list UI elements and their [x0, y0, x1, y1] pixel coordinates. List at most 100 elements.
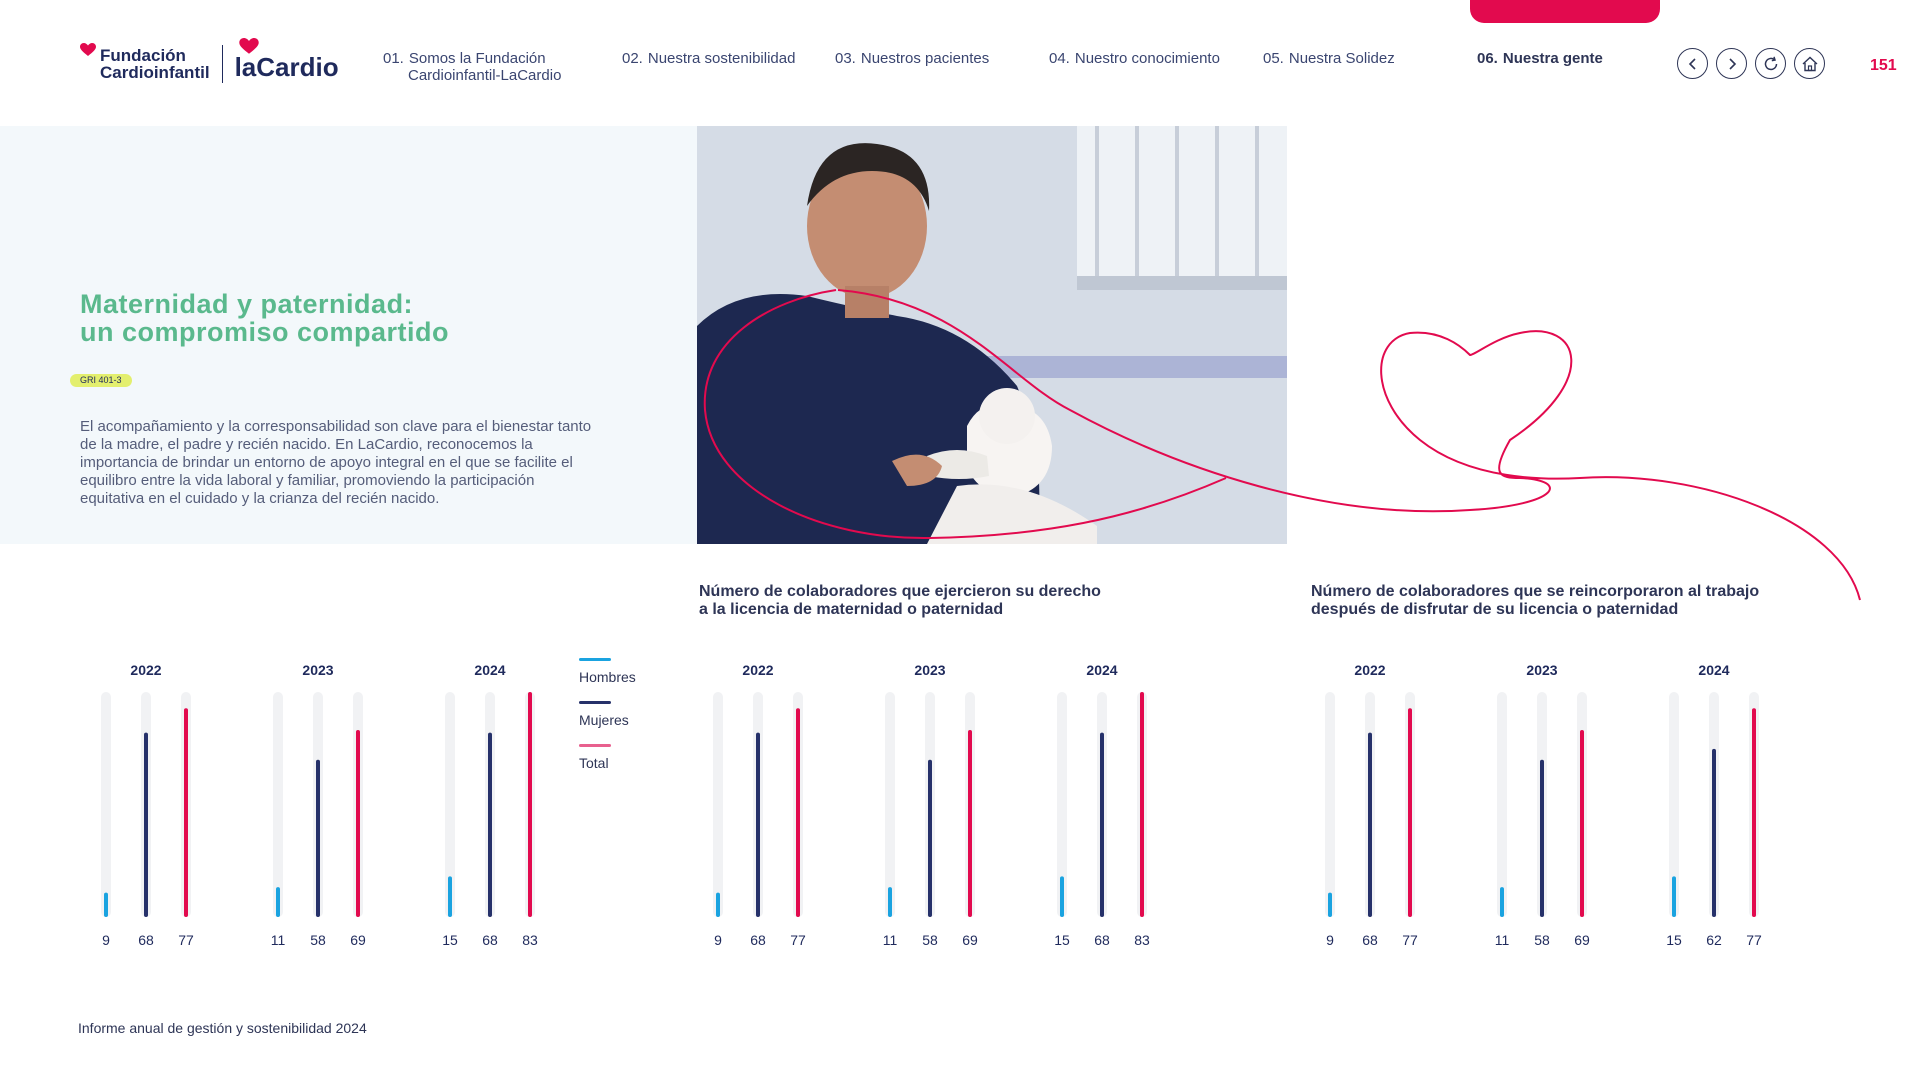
- year-label: 2023: [1526, 662, 1557, 678]
- nav-item-solidez[interactable]: 05. Nuestra Solidez: [1263, 50, 1395, 67]
- bar-track: [273, 692, 283, 917]
- back-icon: [1688, 57, 1696, 70]
- chart-legend: Hombres Mujeres Total: [579, 658, 636, 787]
- chart2-title: Número de colaboradores que ejercieron s…: [699, 583, 1101, 619]
- value-label: 69: [350, 932, 366, 948]
- bar-mujeres: [488, 732, 492, 917]
- bar-track: [1669, 692, 1679, 917]
- value-label: 15: [1666, 932, 1682, 948]
- active-section-indicator: [1470, 0, 1660, 23]
- nav-number: 05.: [1263, 50, 1284, 67]
- legend-item-total: Total: [579, 744, 636, 771]
- legend-label: Hombres: [579, 669, 636, 685]
- nav-label: Nuestra gente: [1502, 50, 1603, 67]
- chart2-title-line2: a la licencia de maternidad o paternidad: [699, 601, 1004, 618]
- bar-track: [101, 692, 111, 917]
- logo-divider: [221, 45, 223, 83]
- bar-mujeres: [1100, 732, 1104, 917]
- bar-hombres: [448, 876, 452, 917]
- bar-total: [796, 708, 800, 917]
- legend-label: Mujeres: [579, 712, 629, 728]
- value-label: 68: [482, 932, 498, 948]
- bar-total: [528, 692, 532, 917]
- value-label: 68: [1094, 932, 1110, 948]
- value-label: 68: [750, 932, 766, 948]
- value-label: 77: [790, 932, 806, 948]
- chart3-title-line1: Número de colaboradores que se reincorpo…: [1311, 583, 1760, 600]
- value-label: 83: [522, 932, 538, 948]
- bar-mujeres: [316, 759, 320, 917]
- value-label: 62: [1706, 932, 1722, 948]
- legend-swatch: [579, 744, 611, 747]
- nav-number: 04.: [1049, 50, 1070, 67]
- bar-mujeres: [1368, 732, 1372, 917]
- bar-total: [356, 729, 360, 917]
- year-label: 2022: [130, 662, 161, 678]
- value-label: 58: [310, 932, 326, 948]
- bar-total: [1408, 708, 1412, 917]
- value-label: 69: [962, 932, 978, 948]
- value-label: 77: [1746, 932, 1762, 948]
- year-label: 2023: [914, 662, 945, 678]
- bar-total: [1140, 692, 1144, 917]
- value-label: 11: [271, 932, 286, 948]
- nav-item-gente[interactable]: 06. Nuestra gente: [1477, 50, 1603, 67]
- logo[interactable]: Fundación Cardioinfantil laCardio: [80, 38, 339, 84]
- legend-item-mujeres: Mujeres: [579, 701, 636, 728]
- bar-track: [445, 692, 455, 917]
- nav-number: 02.: [622, 50, 643, 67]
- value-label: 68: [1362, 932, 1378, 948]
- bar-hombres: [104, 892, 108, 917]
- legend-item-hombres: Hombres: [579, 658, 636, 685]
- nav-item-pacientes[interactable]: 03. Nuestros pacientes: [835, 50, 989, 67]
- bar-hombres: [276, 887, 280, 917]
- chart-1: 2022 9 68 77 2023 11 58 69 2024 15 68 83: [101, 662, 538, 948]
- forward-button[interactable]: [1716, 48, 1747, 79]
- logo-fundacion-cardioinfantil: Fundación Cardioinfantil: [80, 43, 210, 81]
- year-label: 2024: [1698, 662, 1729, 678]
- chart3-title: Número de colaboradores que se reincorpo…: [1311, 583, 1759, 619]
- nav-label: Nuestra sostenibilidad: [647, 50, 796, 67]
- bar-track: [1497, 692, 1507, 917]
- value-label: 77: [178, 932, 194, 948]
- bar-mujeres: [928, 759, 932, 917]
- legend-swatch: [579, 658, 611, 661]
- bar-track: [1057, 692, 1067, 917]
- value-label: 83: [1134, 932, 1150, 948]
- intro-paragraph: El acompañamiento y la corresponsabilida…: [80, 418, 592, 507]
- bar-mujeres: [756, 732, 760, 917]
- page-title: Maternidad y paternidad: un compromiso c…: [80, 290, 449, 346]
- refresh-button[interactable]: [1755, 48, 1786, 79]
- back-button[interactable]: [1677, 48, 1708, 79]
- photo-illustration: [697, 126, 1287, 544]
- logo-lacardio-text: laCardio: [234, 52, 339, 82]
- value-label: 15: [442, 932, 458, 948]
- bar-mujeres: [144, 732, 148, 917]
- bar-hombres: [1060, 876, 1064, 917]
- heart-icon: [80, 43, 96, 56]
- value-label: 58: [1534, 932, 1550, 948]
- heart-icon: [238, 38, 259, 54]
- year-label: 2022: [742, 662, 773, 678]
- nav-number: 06.: [1477, 50, 1498, 67]
- nav-item-conocimiento[interactable]: 04. Nuestro conocimiento: [1049, 50, 1220, 67]
- nav-item-somos[interactable]: 01. Somos la Fundación Cardioinfantil-LaC…: [383, 50, 561, 84]
- bar-total: [1752, 708, 1756, 917]
- logo-lacardio: laCardio: [234, 38, 339, 82]
- value-label: 15: [1054, 932, 1070, 948]
- value-label: 77: [1402, 932, 1418, 948]
- year-label: 2022: [1354, 662, 1385, 678]
- value-label: 9: [714, 932, 722, 948]
- page-navigation: [1677, 48, 1825, 79]
- year-label: 2024: [474, 662, 505, 678]
- title-line2: un compromiso compartido: [80, 317, 450, 347]
- nav-item-sostenibilidad[interactable]: 02. Nuestra sostenibilidad: [622, 50, 795, 67]
- hero-panel: [0, 126, 697, 544]
- value-label: 11: [883, 932, 898, 948]
- bar-hombres: [1500, 887, 1504, 917]
- chart2-title-line1: Número de colaboradores que ejercieron s…: [699, 583, 1101, 600]
- refresh-icon: [1764, 56, 1777, 70]
- value-label: 69: [1574, 932, 1590, 948]
- home-button[interactable]: [1794, 48, 1825, 79]
- nav-label-line2: Cardioinfantil-LaCardio: [408, 67, 562, 84]
